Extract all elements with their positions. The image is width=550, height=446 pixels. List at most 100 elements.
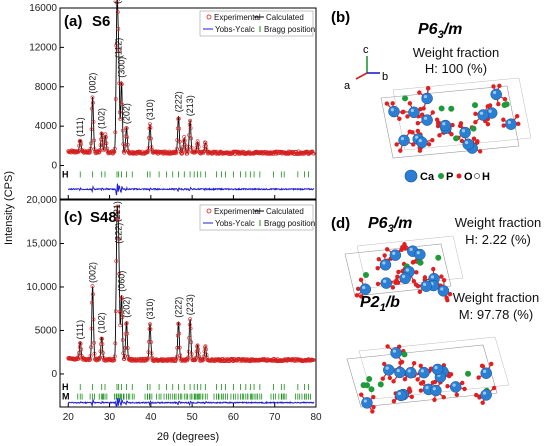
experimental-point xyxy=(204,347,208,352)
experimental-point xyxy=(115,10,120,15)
experimental-point xyxy=(176,321,181,326)
y-tick-label: 16000 xyxy=(29,3,57,14)
o-atom xyxy=(439,274,444,279)
o-atom xyxy=(444,295,449,300)
p-atom xyxy=(377,381,384,388)
panel-c-peak-labels: (111)(002)(102)(221)(222)(060)(202) (310)… xyxy=(75,201,195,339)
ca-atom xyxy=(389,249,402,261)
atom-legend-o: O xyxy=(464,171,473,183)
experimental-point xyxy=(90,95,95,100)
p-atom-icon xyxy=(438,173,444,179)
o-atom xyxy=(426,142,432,147)
experimental-point xyxy=(117,110,122,115)
p-atom xyxy=(402,95,409,102)
experimental-point xyxy=(149,136,153,141)
o-atom xyxy=(514,114,520,119)
ca-atom-highlight xyxy=(465,140,469,145)
axis-a-label: a xyxy=(344,80,351,92)
experimental-point xyxy=(183,143,188,147)
o-atom xyxy=(445,383,450,389)
y-axis-label: Intensity (CPS) xyxy=(3,171,15,245)
experimental-point xyxy=(99,342,103,347)
experimental-point xyxy=(112,354,117,359)
experimental-point xyxy=(79,347,84,352)
ca-atom xyxy=(416,136,428,149)
panel-b: (b) P63/m Weight fraction H: 100 (%) c b… xyxy=(331,9,532,183)
ca-atom xyxy=(398,134,410,147)
o-atom xyxy=(411,279,417,284)
experimental-point xyxy=(89,326,94,331)
panel-d-label: (d) xyxy=(331,215,350,232)
ca-atom xyxy=(421,114,433,126)
experimental-point xyxy=(177,126,182,131)
o-atom xyxy=(382,253,387,258)
experimental-point xyxy=(187,322,192,327)
experimental-point xyxy=(193,357,198,362)
experimental-point xyxy=(196,144,201,149)
o-atom xyxy=(489,361,494,367)
o-atom xyxy=(485,121,491,127)
experimental-point xyxy=(87,151,92,155)
experimental-point xyxy=(100,342,105,347)
experimental-point xyxy=(78,138,83,143)
panel-a-experimental-points xyxy=(66,0,316,156)
ca-atom-highlight xyxy=(396,368,400,373)
ca-atom xyxy=(490,88,502,101)
experimental-point xyxy=(91,120,96,124)
experimental-point xyxy=(118,323,123,328)
ca-atom-highlight xyxy=(407,369,411,373)
experimental-point xyxy=(78,139,83,144)
atom-legend-h: H xyxy=(482,171,490,183)
bragg-row-label: M xyxy=(62,392,70,402)
experimental-point xyxy=(92,138,96,143)
y-tick-label: 15,000 xyxy=(26,238,57,249)
experimental-point xyxy=(179,151,184,156)
o-atom xyxy=(391,379,396,384)
o-atom xyxy=(418,381,424,386)
experimental-point xyxy=(79,142,84,147)
peak-label: (223) xyxy=(185,294,195,315)
panel-c-y-ticks: 0 5000 10,000 15,000 20,000 xyxy=(26,195,64,380)
panel-a-y-ticks: 0 4000 8000 12000 16000 xyxy=(29,3,317,199)
experimental-point xyxy=(185,357,190,362)
experimental-point xyxy=(113,309,118,314)
peak-label: (211) xyxy=(112,0,122,4)
o-atom xyxy=(501,117,506,122)
experimental-point xyxy=(112,357,117,362)
experimental-point xyxy=(202,144,207,149)
experimental-point xyxy=(176,322,181,327)
o-atom xyxy=(476,375,481,380)
o-atom xyxy=(359,392,364,397)
experimental-point xyxy=(89,127,94,132)
experimental-point xyxy=(148,125,153,130)
o-atom xyxy=(355,286,361,291)
experimental-point xyxy=(100,336,104,341)
o-atom xyxy=(395,274,400,279)
ca-atom-highlight xyxy=(416,251,420,255)
o-atom xyxy=(400,109,405,115)
ca-atom-highlight xyxy=(423,95,428,99)
panel-c-bragg-ticks xyxy=(77,383,311,400)
ca-atom-highlight xyxy=(423,282,427,286)
ca-atom-highlight xyxy=(482,391,487,395)
experimental-point xyxy=(148,327,153,332)
o-atom xyxy=(491,385,497,391)
o-atom xyxy=(354,293,360,298)
o-atom xyxy=(398,148,403,153)
experimental-point xyxy=(116,26,121,31)
p-atom xyxy=(453,135,460,142)
experimental-point xyxy=(187,133,192,138)
legend-experimental: Experimental xyxy=(214,13,261,22)
o-atom xyxy=(375,281,381,287)
panel-c-experimental-points xyxy=(66,204,316,364)
o-atom xyxy=(417,148,423,153)
panel-b-weight-fraction-title: Weight fraction xyxy=(413,45,499,60)
ca-atom xyxy=(399,272,411,285)
peak-label: (060) xyxy=(117,271,127,292)
o-atom xyxy=(415,121,421,126)
o-atom xyxy=(441,395,446,400)
experimental-point xyxy=(105,146,109,151)
p-atom xyxy=(366,376,373,383)
o-atom xyxy=(387,375,393,381)
